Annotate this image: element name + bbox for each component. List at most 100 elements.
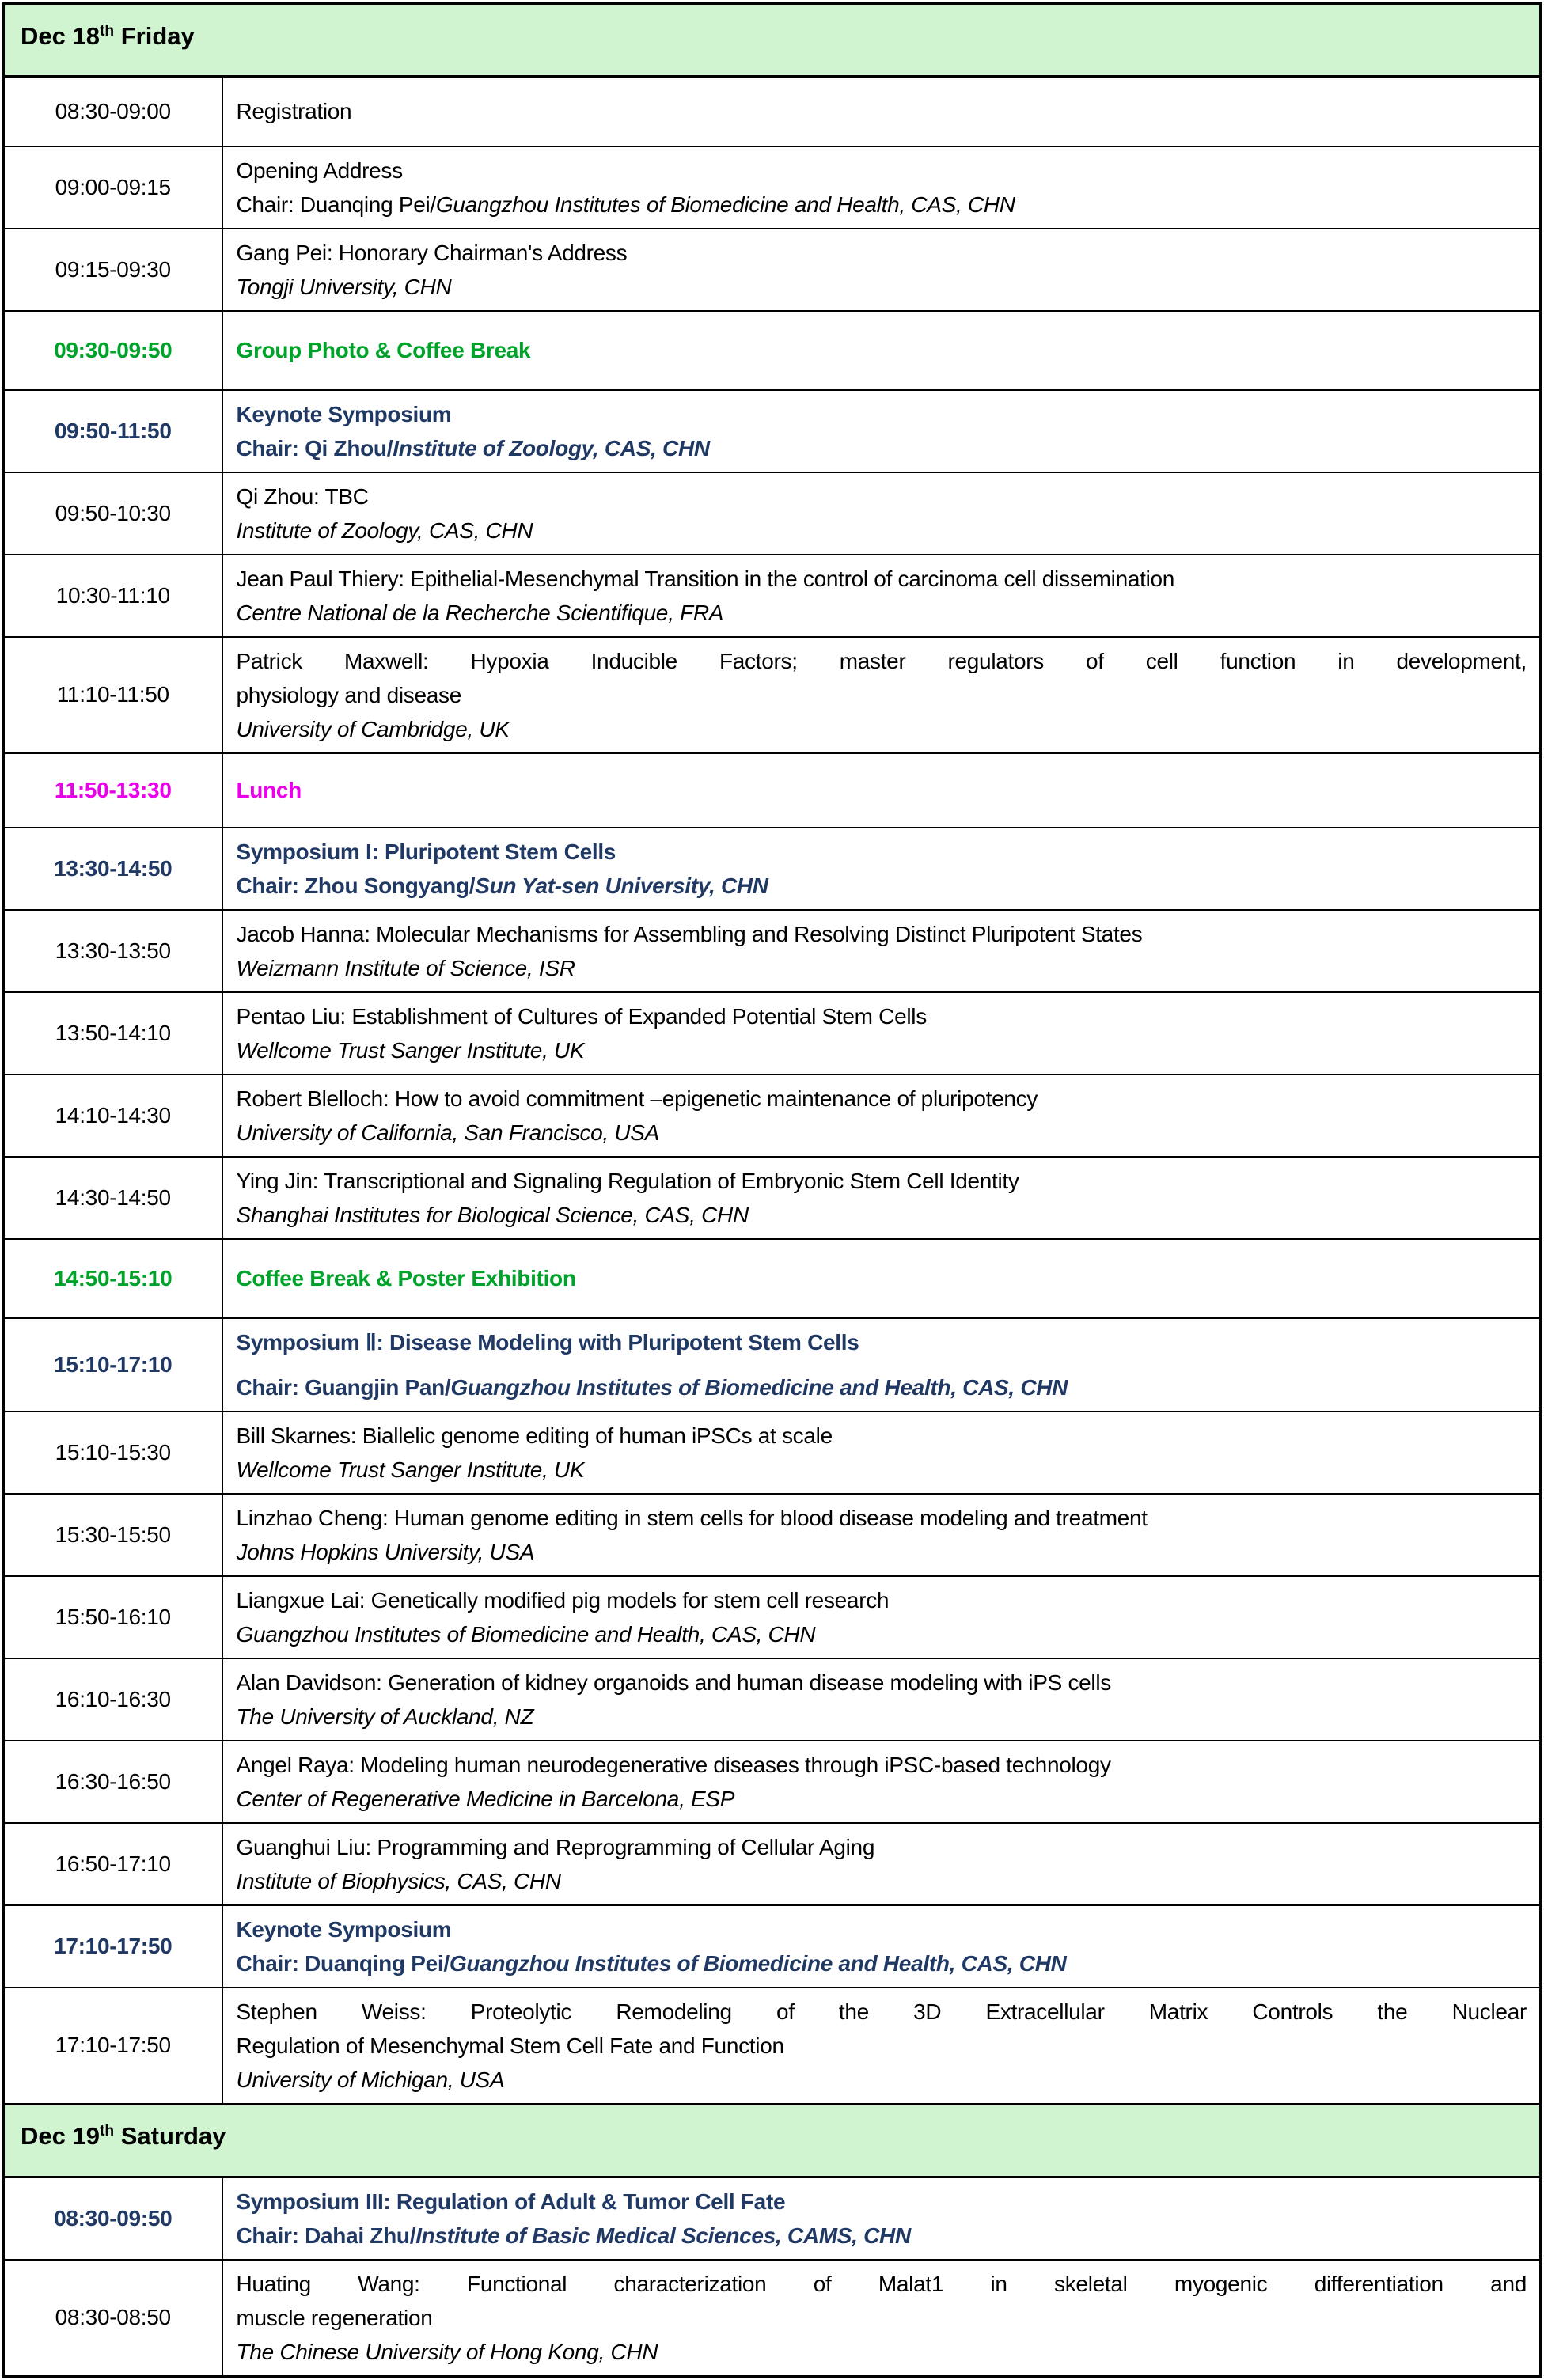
text-segment: Keynote Symposium [236,1916,452,1942]
session-title-line: Alan Davidson: Generation of kidney orga… [237,1666,1527,1700]
institution-line: Institute of Zoology, CAS, CHN [237,514,1527,548]
text-segment: Saturday [114,2122,226,2150]
session-title-line: Patrick Maxwell: Hypoxia Inducible Facto… [237,644,1527,678]
session-cell: Symposium I: Pluripotent Stem Cells Chair… [221,826,1542,911]
session-cell: Keynote Symposium Chair: Duanqing Pei/Gua… [221,1904,1542,1988]
schedule-row: 14:50-15:10 Coffee Break & Poster Exhibit… [2,1237,1542,1319]
schedule-row: 09:00-09:15 Opening Address Chair: Duanqin… [2,145,1542,229]
session-title-line: Pentao Liu: Establishment of Cultures of… [237,999,1527,1033]
ordinal-suffix: th [99,2123,115,2140]
schedule-row: 13:50-14:10 Pentao Liu: Establishment of … [2,991,1542,1075]
time-cell: 09:15-09:30 [2,227,223,312]
institution-line: The University of Auckland, NZ [237,1700,1527,1734]
text-segment: Institute of Zoology, CAS, CHN [393,435,710,460]
text-segment: Tongji University, CHN [236,274,452,299]
text-segment: University of California, San Francisco,… [236,1120,660,1145]
chair-line: Chair: Zhou Songyang/Sun Yat-sen Univers… [237,869,1527,903]
text-segment: Guangzhou Institutes of Biomedicine and … [449,1950,1067,1976]
text-segment: Pentao Liu: Establishment of Cultures of… [236,1003,928,1029]
text-segment: Patrick Maxwell: Hypoxia Inducible Facto… [236,648,1527,673]
schedule-row: 13:30-13:50 Jacob Hanna: Molecular Mechan… [2,908,1542,993]
schedule-row: 16:10-16:30 Alan Davidson: Generation of … [2,1657,1542,1741]
text-segment: Robert Blelloch: How to avoid commitment… [236,1086,1038,1111]
text-segment: Gang Pei: Honorary Chairman's Address [236,240,628,265]
time-cell: 15:50-16:10 [2,1575,223,1659]
time-cell: 14:10-14:30 [2,1073,223,1158]
session-cell: Linzhao Cheng: Human genome editing in s… [221,1492,1542,1577]
session-cell: Keynote Symposium Chair: Qi Zhou/Institut… [221,388,1542,473]
time-cell: 09:30-09:50 [2,309,223,391]
session-title-line: Symposium III: Regulation of Adult & Tum… [237,2185,1527,2219]
session-title-line: Group Photo & Coffee Break [237,333,1527,367]
schedule-row: 17:10-17:50 Keynote Symposium Chair: Duanq… [2,1904,1542,1988]
institution-line: Centre National de la Recherche Scientif… [237,596,1527,630]
text-segment: Huating Wang: Functional characterizatio… [236,2271,1527,2296]
text-segment: Chair: Duanqing Pei/ [236,191,437,217]
text-segment: Guangzhou Institutes of Biomedicine and … [435,191,1015,217]
institution-line: University of California, San Francisco,… [237,1116,1527,1150]
text-segment: Sun Yat-sen University, CHN [475,873,768,898]
session-cell: Coffee Break & Poster Exhibition [221,1237,1542,1319]
text-segment: The University of Auckland, NZ [236,1704,534,1729]
session-cell: Patrick Maxwell: Hypoxia Inducible Facto… [221,635,1542,754]
schedule-row: 16:50-17:10 Guanghui Liu: Programming and… [2,1821,1542,1906]
chair-line: Chair: Dahai Zhu/Institute of Basic Medi… [237,2219,1527,2253]
text-segment: Weizmann Institute of Science, ISR [236,955,575,980]
text-segment: Angel Raya: Modeling human neurodegenera… [236,1752,1111,1777]
time-cell: 15:10-15:30 [2,1410,223,1495]
time-cell: 10:30-11:10 [2,553,223,638]
text-segment: Guanghui Liu: Programming and Reprogramm… [236,1834,875,1859]
schedule-row: 11:10-11:50 Patrick Maxwell: Hypoxia Indu… [2,635,1542,754]
time-cell: 14:50-15:10 [2,1237,223,1319]
text-segment: Wellcome Trust Sanger Institute, UK [236,1037,585,1063]
session-title-line: Jean Paul Thiery: Epithelial-Mesenchymal… [237,562,1527,596]
session-title-line: Stephen Weiss: Proteolytic Remodeling of… [237,1995,1527,2029]
session-title-line: Liangxue Lai: Genetically modified pig m… [237,1583,1527,1617]
time-cell: 09:00-09:15 [2,145,223,229]
time-cell: 11:10-11:50 [2,635,223,754]
text-segment: Jacob Hanna: Molecular Mechanisms for As… [236,921,1143,946]
time-cell: 11:50-13:30 [2,752,223,828]
session-cell: Bill Skarnes: Biallelic genome editing o… [221,1410,1542,1495]
session-title-line: Gang Pei: Honorary Chairman's Address [237,236,1527,270]
session-cell: Symposium Ⅱ: Disease Modeling with Pluri… [221,1317,1542,1412]
text-segment: Lunch [236,778,302,802]
text-segment: Liangxue Lai: Genetically modified pig m… [236,1587,890,1613]
session-title-line: physiology and disease [237,678,1527,712]
session-title-line: Ying Jin: Transcriptional and Signaling … [237,1164,1527,1198]
institution-line: Institute of Biophysics, CAS, CHN [237,1864,1527,1898]
ordinal-suffix: th [99,22,115,40]
text-segment: Dec 18 [21,21,100,50]
institution-line: University of Cambridge, UK [237,712,1527,746]
time-cell: 14:30-14:50 [2,1155,223,1240]
text-segment: Coffee Break & Poster Exhibition [236,1266,576,1290]
text-segment: physiology and disease [236,682,462,707]
text-segment: Centre National de la Recherche Scientif… [236,600,724,625]
institution-line: Tongji University, CHN [237,270,1527,304]
text-segment: Stephen Weiss: Proteolytic Remodeling of… [236,1999,1527,2024]
time-cell: 16:30-16:50 [2,1739,223,1824]
schedule-row: 16:30-16:50 Angel Raya: Modeling human ne… [2,1739,1542,1824]
session-cell: Liangxue Lai: Genetically modified pig m… [221,1575,1542,1659]
session-title-line: Guanghui Liu: Programming and Reprogramm… [237,1830,1527,1864]
text-segment: Guangzhou Institutes of Biomedicine and … [450,1374,1068,1400]
session-title-line: Jacob Hanna: Molecular Mechanisms for As… [237,917,1527,951]
chair-line: Chair: Qi Zhou/Institute of Zoology, CAS… [237,431,1527,465]
text-segment: Alan Davidson: Generation of kidney orga… [236,1669,1112,1695]
schedule-row: 09:15-09:30 Gang Pei: Honorary Chairman's… [2,227,1542,312]
session-cell: Qi Zhou: TBC Institute of Zoology, CAS, C… [221,471,1542,555]
schedule-row: 15:50-16:10 Liangxue Lai: Genetically mod… [2,1575,1542,1659]
text-segment: Wellcome Trust Sanger Institute, UK [236,1457,585,1482]
schedule-row: 09:50-10:30 Qi Zhou: TBC Institute of Zool… [2,471,1542,555]
day-header-row: Dec 18th Friday [2,2,1542,78]
session-cell: Jean Paul Thiery: Epithelial-Mesenchymal… [221,553,1542,638]
time-cell: 15:10-17:10 [2,1317,223,1412]
schedule-row: 09:50-11:50 Keynote Symposium Chair: Qi Zh… [2,388,1542,473]
text-segment: Linzhao Cheng: Human genome editing in s… [236,1505,1148,1530]
day-header-title: Dec 19th Saturday [21,2119,1528,2157]
institution-line: Wellcome Trust Sanger Institute, UK [237,1033,1527,1067]
session-title-line: Bill Skarnes: Biallelic genome editing o… [237,1419,1527,1453]
text-segment: Chair: Qi Zhou/ [236,435,393,460]
session-title-line: Qi Zhou: TBC [237,479,1527,514]
